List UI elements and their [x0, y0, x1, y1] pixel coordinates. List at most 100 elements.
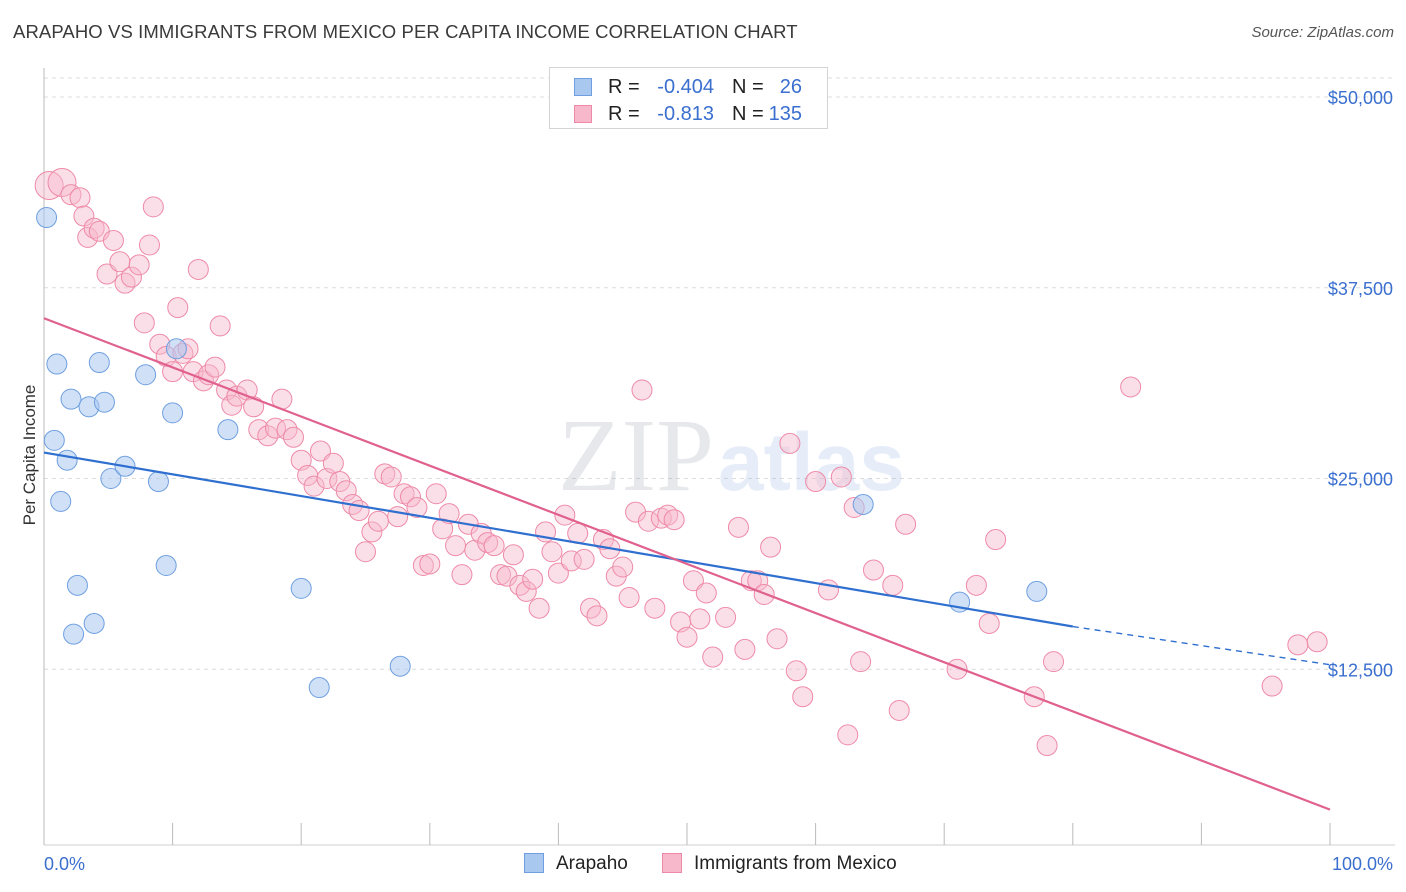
mexico-point [445, 535, 467, 557]
mexico-point [515, 580, 537, 602]
watermark-zip: ZIP [558, 398, 714, 513]
legend-swatch-arapaho [574, 78, 592, 96]
mexico-point [631, 379, 653, 401]
mexico-point [695, 582, 717, 604]
mexico-point [965, 574, 987, 596]
mexico-point [612, 556, 634, 578]
mexico-point [682, 570, 704, 592]
mexico-point [69, 187, 91, 209]
mexico-point [1287, 634, 1309, 656]
legend-n-label: N = [732, 76, 764, 98]
legend-swatch-arapaho [524, 853, 544, 873]
axes [43, 68, 1395, 846]
mexico-point [483, 535, 505, 557]
grid-lines [44, 77, 1395, 670]
arapaho-point [165, 338, 187, 360]
mexico-point [978, 612, 1000, 634]
legend-row-arapaho: R = -0.404 N = 26 [550, 74, 827, 100]
mexico-point [541, 541, 563, 563]
mexico-trend-line [43, 317, 1331, 811]
y-axis-label: Per Capita Income [20, 384, 39, 526]
arapaho-point [46, 353, 68, 375]
x-tick-label-max: 100.0% [1332, 854, 1393, 874]
y-tick-label: $37,500 [1328, 279, 1393, 299]
mexico-point [817, 579, 839, 601]
mexico-point [128, 254, 150, 276]
legend-r-value: -0.813 [657, 103, 714, 125]
legend-r-label: R = [608, 103, 640, 125]
arapaho-point [135, 364, 157, 386]
mexico-point [322, 452, 344, 474]
mexico-point [303, 475, 325, 497]
mexico-point [779, 432, 801, 454]
mexico-point [522, 568, 544, 590]
mexico-point [406, 496, 428, 518]
watermark: ZIP atlas [558, 398, 905, 513]
arapaho-point [308, 677, 330, 699]
legend-n-label: N = [732, 103, 764, 125]
arapaho-point [389, 655, 411, 677]
x-tick-label-min: 0.0% [44, 854, 85, 874]
series-arapaho [36, 207, 1048, 699]
legend-label-arapaho: Arapaho [556, 853, 628, 874]
mexico-point [204, 356, 226, 378]
mexico-point [547, 562, 569, 584]
legend-n-value: 26 [779, 76, 802, 98]
mexico-point [387, 506, 409, 528]
mexico-point [663, 509, 685, 531]
mexico-point [138, 234, 160, 256]
mexico-point [760, 536, 782, 558]
series-legend: Arapaho Immigrants from Mexico [0, 851, 1406, 877]
legend-r-label: R = [608, 76, 640, 98]
legend-row-immigrants-from-mexico: R = -0.813 N = 135 [550, 101, 827, 127]
mexico-point [689, 608, 711, 630]
mexico-point [419, 553, 441, 575]
mexico-point [393, 483, 415, 505]
legend-swatch-immigrants-from-mexico [662, 853, 682, 873]
arapaho-point [290, 577, 312, 599]
mexico-point [734, 638, 756, 660]
arapaho-point [88, 352, 110, 374]
arapaho-point [155, 554, 177, 576]
mexico-point [257, 425, 279, 447]
mexico-point [785, 660, 807, 682]
correlation-legend: R = -0.404 N = 26 R = -0.813 N = 135 [549, 67, 828, 129]
x-tick-labels: 0.0% 100.0% [44, 854, 1393, 874]
legend-r-value: -0.404 [657, 76, 714, 98]
watermark-atlas: atlas [718, 417, 905, 508]
mexico-point [502, 544, 524, 566]
arapaho-point [36, 207, 58, 229]
mexico-point [888, 699, 910, 721]
mexico-point [573, 548, 595, 570]
arapaho-point [63, 623, 85, 645]
mexico-point [792, 686, 814, 708]
arapaho-point [66, 574, 88, 596]
arapaho-trend-line [43, 451, 1073, 628]
mexico-point [412, 554, 434, 576]
trend-lines [43, 317, 1331, 811]
mexico-point [142, 196, 164, 218]
mexico-point [850, 651, 872, 673]
arapaho-point [147, 471, 169, 493]
arapaho-point [852, 493, 874, 515]
mexico-point [618, 587, 640, 609]
y-tick-label: $50,000 [1328, 88, 1393, 108]
arapaho-point [83, 612, 105, 634]
y-tick-label: $25,000 [1328, 470, 1393, 490]
mexico-point [167, 297, 189, 319]
mexico-point [264, 417, 286, 439]
mexico-point [715, 606, 737, 628]
arapaho-point [50, 490, 72, 512]
arapaho-point [56, 449, 78, 471]
mexico-point [120, 266, 142, 288]
legend-label-immigrants-from-mexico: Immigrants from Mexico [694, 853, 897, 874]
mexico-point [1120, 376, 1142, 398]
arapaho-point [1026, 580, 1048, 602]
mexico-point [702, 646, 724, 668]
mexico-point [355, 541, 376, 563]
arapaho-point [93, 391, 115, 413]
mexico-point [895, 513, 917, 535]
arapaho-point [60, 388, 82, 410]
mexico-point [837, 724, 859, 746]
